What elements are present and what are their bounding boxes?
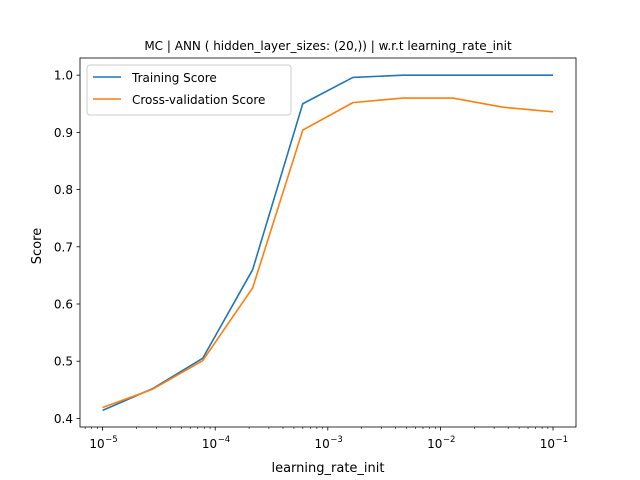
chart-title: MC | ANN ( hidden_layer_sizes: (20,)) | … bbox=[144, 39, 512, 53]
x-tick-label: 10 bbox=[540, 437, 555, 451]
series-line bbox=[102, 74, 554, 412]
x-tick-exponent: −4 bbox=[218, 435, 231, 445]
y-tick-label: 0.8 bbox=[54, 183, 73, 197]
x-tick-label: 10 bbox=[315, 437, 330, 451]
y-tick-label: 0.7 bbox=[54, 240, 73, 254]
legend-label: Cross-validation Score bbox=[132, 93, 265, 107]
axes-frame bbox=[79, 57, 577, 428]
y-tick-label: 0.9 bbox=[54, 126, 73, 140]
x-axis-label: learning_rate_init bbox=[271, 461, 384, 476]
y-tick-label: 0.4 bbox=[54, 412, 73, 426]
y-axis-label: Score bbox=[30, 228, 45, 264]
x-tick-label: 10 bbox=[427, 437, 442, 451]
y-tick-label: 0.5 bbox=[54, 355, 73, 369]
x-tick-exponent: −1 bbox=[556, 435, 569, 445]
legend-label: Training Score bbox=[131, 71, 217, 85]
x-tick-label: 10 bbox=[89, 437, 104, 451]
y-tick-label: 0.6 bbox=[54, 298, 73, 312]
legend-box bbox=[86, 64, 292, 116]
x-tick-exponent: −2 bbox=[443, 435, 456, 445]
x-tick-exponent: −5 bbox=[105, 435, 118, 445]
plot-area: 10 −5 10 −4 10 −3 10 −2 10 −10.40.50.60.70.80.91.… bbox=[54, 57, 577, 451]
x-tick-label: 10 bbox=[202, 437, 217, 451]
x-tick-exponent: −3 bbox=[330, 435, 343, 445]
y-tick-label: 1.0 bbox=[54, 69, 73, 83]
series-line bbox=[102, 97, 554, 409]
